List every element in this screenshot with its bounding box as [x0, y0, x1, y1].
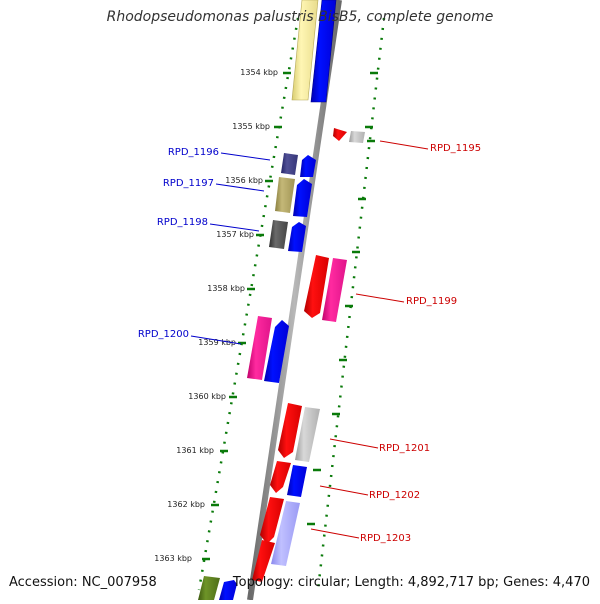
- gene-label-rpd-1201[interactable]: RPD_1201: [379, 443, 430, 454]
- gene-label-rpd-1195[interactable]: RPD_1195: [430, 143, 481, 154]
- gene-feature-rpd-1200[interactable]: [264, 320, 289, 383]
- gene-feature-yellow[interactable]: [291, 0, 319, 101]
- gene-features[interactable]: [198, 0, 365, 600]
- genome-summary: Topology: circular; Length: 4,892,717 bp…: [232, 575, 590, 590]
- kbp-label: 1362 kbp: [167, 500, 205, 509]
- gene-feature-red-bottom[interactable]: [252, 540, 275, 582]
- gene-feature-rpd-1196[interactable]: [300, 155, 316, 177]
- gene-feature-gray-small[interactable]: [349, 131, 365, 143]
- gene-label-rpd-1203[interactable]: RPD_1203: [360, 533, 411, 544]
- gene-feature-rpd-1200-pink[interactable]: [247, 316, 272, 380]
- kbp-label: 1359 kbp: [198, 338, 236, 347]
- gene-feature-rpd-1196-left[interactable]: [281, 153, 298, 175]
- gene-feature-rpd-1203-lavender[interactable]: [271, 501, 300, 566]
- kbp-label: 1356 kbp: [225, 176, 263, 185]
- gene-feature-blue-bottom[interactable]: [219, 580, 237, 600]
- accession-info: Accession: NC_007958: [9, 575, 157, 590]
- gene-label-rpd-1199[interactable]: RPD_1199: [406, 296, 457, 307]
- gene-feature-blue[interactable]: [310, 0, 337, 103]
- kbp-label: 1360 kbp: [188, 392, 226, 401]
- gene-feature-olive[interactable]: [198, 576, 220, 600]
- gene-feature-rpd-1202[interactable]: [270, 461, 291, 493]
- gene-label-rpd-1198[interactable]: RPD_1198: [157, 217, 208, 228]
- gene-feature-rpd-1203[interactable]: [260, 497, 284, 544]
- gene-labels-right[interactable]: RPD_1195 RPD_1199 RPD_1201 RPD_1202 RPD_…: [360, 143, 481, 544]
- kbp-label: 1357 kbp: [216, 230, 254, 239]
- gene-feature-rpd-1198[interactable]: [288, 222, 306, 252]
- gene-feature-rpd-1198-left[interactable]: [269, 220, 288, 249]
- kbp-label: 1363 kbp: [154, 554, 192, 563]
- gene-feature-rpd-1197[interactable]: [293, 179, 312, 217]
- kbp-label: 1361 kbp: [176, 446, 214, 455]
- kbp-label: 1355 kbp: [232, 122, 270, 131]
- gene-label-rpd-1197[interactable]: RPD_1197: [163, 178, 214, 189]
- gene-label-rpd-1200[interactable]: RPD_1200: [138, 329, 189, 340]
- major-ticks: [202, 71, 378, 561]
- gene-feature-rpd-1199[interactable]: [304, 255, 329, 318]
- gene-feature-rpd-1202-blue[interactable]: [287, 465, 307, 497]
- outer-tick-track-left: [197, 17, 300, 591]
- gene-feature-rpd-1201[interactable]: [278, 403, 302, 458]
- gene-feature-rpd-1199-pink[interactable]: [322, 258, 347, 322]
- gene-feature-rpd-1195[interactable]: [333, 128, 347, 141]
- gene-labels-left[interactable]: RPD_1196 RPD_1197 RPD_1198 RPD_1200: [138, 147, 219, 340]
- gene-label-rpd-1196[interactable]: RPD_1196: [168, 147, 219, 158]
- gene-label-rpd-1202[interactable]: RPD_1202: [369, 490, 420, 501]
- kbp-label: 1354 kbp: [240, 68, 278, 77]
- kbp-labels: 1354 kbp 1355 kbp 1356 kbp 1357 kbp 1358…: [154, 68, 278, 563]
- kbp-label: 1358 kbp: [207, 284, 245, 293]
- map-title: Rhodopseudomonas palustris BisB5, comple…: [106, 9, 494, 25]
- gene-feature-rpd-1201-gray[interactable]: [295, 407, 320, 462]
- gene-feature-rpd-1197-left[interactable]: [275, 177, 295, 213]
- gene-label-leaders: [190, 140, 429, 539]
